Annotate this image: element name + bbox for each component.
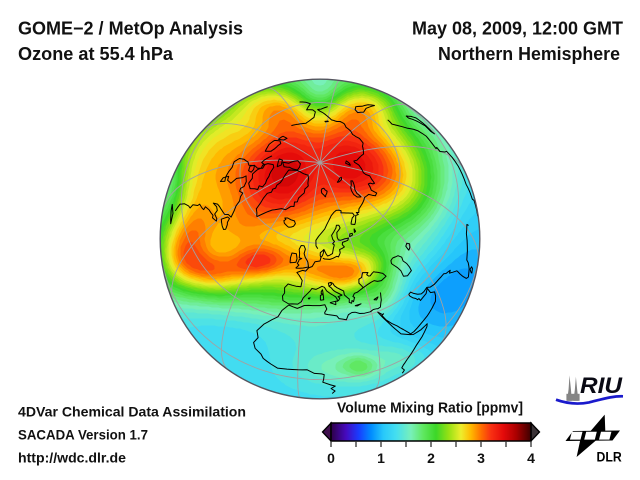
svg-text:GOME−2 / MetOp Analysis: GOME−2 / MetOp Analysis <box>18 18 243 38</box>
svg-text:Ozone at 55.4 hPa: Ozone at 55.4 hPa <box>18 44 174 64</box>
svg-text:Northern Hemisphere: Northern Hemisphere <box>438 44 620 64</box>
svg-text:3: 3 <box>477 450 485 466</box>
svg-text:Volume Mixing Ratio [ppmv]: Volume Mixing Ratio [ppmv] <box>337 400 523 417</box>
svg-text:4: 4 <box>527 450 535 466</box>
svg-text:http://wdc.dlr.de: http://wdc.dlr.de <box>18 449 126 465</box>
svg-text:RIU: RIU <box>580 373 623 398</box>
svg-text:May 08, 2009, 12:00 GMT: May 08, 2009, 12:00 GMT <box>412 18 623 38</box>
svg-text:2: 2 <box>427 450 435 466</box>
svg-text:0: 0 <box>327 450 335 466</box>
svg-text:SACADA Version 1.7: SACADA Version 1.7 <box>18 427 148 443</box>
svg-text:DLR: DLR <box>597 450 622 465</box>
svg-text:4DVar Chemical Data Assimilati: 4DVar Chemical Data Assimilation <box>18 404 246 420</box>
svg-text:1: 1 <box>377 450 385 466</box>
